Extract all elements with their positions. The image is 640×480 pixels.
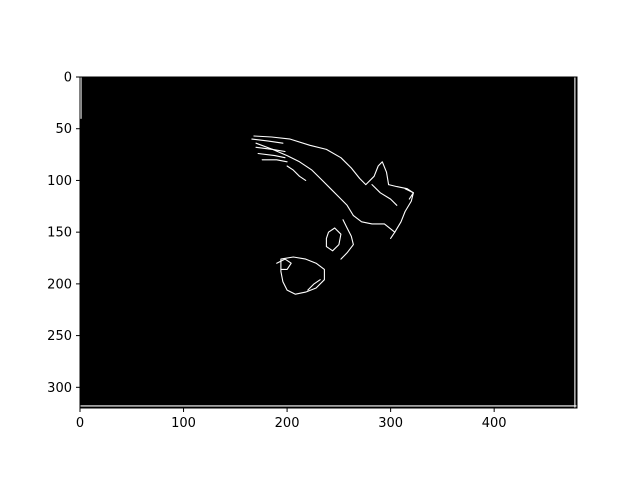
plot-area	[79, 76, 578, 409]
edge-path-head-back	[365, 161, 390, 186]
y-axis-ticks: 0 50 100 150 200 250 300	[47, 71, 80, 396]
edge-path-body-underside	[352, 215, 396, 239]
y-tick-label: 150	[47, 226, 72, 241]
axes-frame	[79, 76, 578, 409]
edge-outline-group	[79, 76, 578, 409]
edge-path-leg	[340, 219, 354, 260]
edge-path-feather-1	[251, 138, 284, 144]
x-tick-label: 400	[482, 416, 507, 431]
x-tick-label: 300	[378, 416, 403, 431]
edge-path-wing-spots	[286, 165, 307, 181]
y-tick-label: 300	[47, 381, 72, 396]
x-tick-label: 100	[171, 416, 196, 431]
y-tick-label: 100	[47, 174, 72, 189]
x-tick-label: 0	[76, 416, 84, 431]
edge-path-wing-top-edge	[253, 135, 367, 186]
y-tick-label: 200	[47, 277, 72, 292]
y-tick-label: 50	[55, 122, 72, 137]
edge-path-wing-bottom-edge	[255, 142, 354, 217]
image-background	[80, 77, 577, 408]
edge-path-prey-outline	[280, 256, 325, 295]
edge-path-throat	[371, 184, 398, 206]
y-tick-label: 0	[64, 71, 72, 86]
edge-path-head-front	[388, 184, 414, 233]
edge-path-prey-legs	[307, 279, 321, 291]
y-tick-label: 250	[47, 329, 72, 344]
edge-path-feather-2	[255, 146, 286, 153]
edge-path-talon-loop	[325, 227, 342, 252]
edge-path-feather-4	[261, 159, 288, 163]
x-axis-ticks: 0 100 200 300 400	[76, 408, 507, 431]
edge-path-feather-3	[257, 152, 286, 159]
edge-path-prey-head	[276, 258, 292, 270]
x-tick-label: 200	[275, 416, 300, 431]
edge-path-beak	[404, 188, 414, 200]
